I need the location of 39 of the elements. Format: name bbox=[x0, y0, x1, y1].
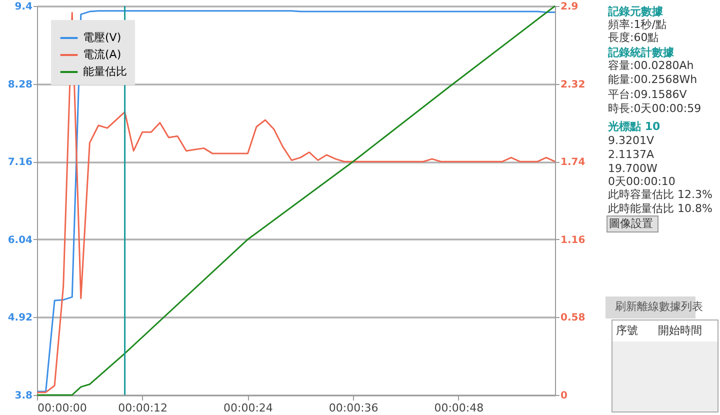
text: 記錄元數據 bbox=[607, 5, 664, 18]
legend-label: 電流(A) bbox=[83, 48, 122, 61]
y2-tick-label: 2.9 bbox=[560, 2, 578, 12]
text: 能量:00.2568Wh bbox=[608, 73, 698, 86]
y2-tick-label: 1.74 bbox=[560, 157, 586, 168]
y-tick-label: 4.92 bbox=[8, 312, 33, 324]
text: 圖像設置 bbox=[609, 217, 653, 230]
text: 長度:60點 bbox=[608, 31, 659, 44]
x-tick-label: 00:00:00 bbox=[38, 402, 87, 414]
x-tick-label: 00:00:12 bbox=[118, 402, 168, 414]
text: 記錄統計數據 bbox=[607, 46, 675, 59]
x-tick-label: 00:00:24 bbox=[224, 402, 273, 414]
text: 光標點 10 bbox=[607, 120, 660, 133]
text: 此時能量估比 10.8% bbox=[608, 202, 712, 215]
y2-tick-label: 0 bbox=[560, 390, 568, 402]
text: 時長:0天00:00:59 bbox=[608, 102, 702, 115]
y2-tick-label: 1.16 bbox=[560, 234, 586, 246]
text: 頻率:1秒/點 bbox=[608, 18, 666, 31]
x-tick-label: 00:00:36 bbox=[328, 402, 378, 414]
y2-tick-label: 0.58 bbox=[560, 312, 586, 324]
text: 9.3201V bbox=[608, 134, 654, 147]
text: 平台:09.1586V bbox=[608, 88, 688, 101]
text: 此時容量估比 12.3% bbox=[608, 188, 712, 201]
text: 容量:00.0280Ah bbox=[608, 59, 694, 72]
text: 刷新離線數據列表 bbox=[615, 300, 703, 313]
legend-label: 能量估比 bbox=[83, 65, 127, 78]
x-tick-label: 00:00:48 bbox=[434, 402, 484, 414]
y-tick-label: 8.28 bbox=[8, 79, 33, 90]
text: 開始時間 bbox=[658, 324, 702, 337]
legend-label: 電壓(V) bbox=[83, 31, 122, 44]
text: 19.700W bbox=[608, 162, 658, 175]
y-tick-label: 9.4 bbox=[14, 2, 33, 12]
y-tick-label: 3.8 bbox=[14, 390, 33, 402]
y2-tick-label: 2.32 bbox=[560, 79, 586, 90]
text: 序號 bbox=[616, 324, 638, 337]
y-tick-label: 7.16 bbox=[8, 157, 33, 168]
y-tick-label: 6.04 bbox=[8, 234, 33, 246]
text: 2.1137A bbox=[608, 148, 654, 161]
text: 0天00:00:10 bbox=[608, 175, 676, 188]
